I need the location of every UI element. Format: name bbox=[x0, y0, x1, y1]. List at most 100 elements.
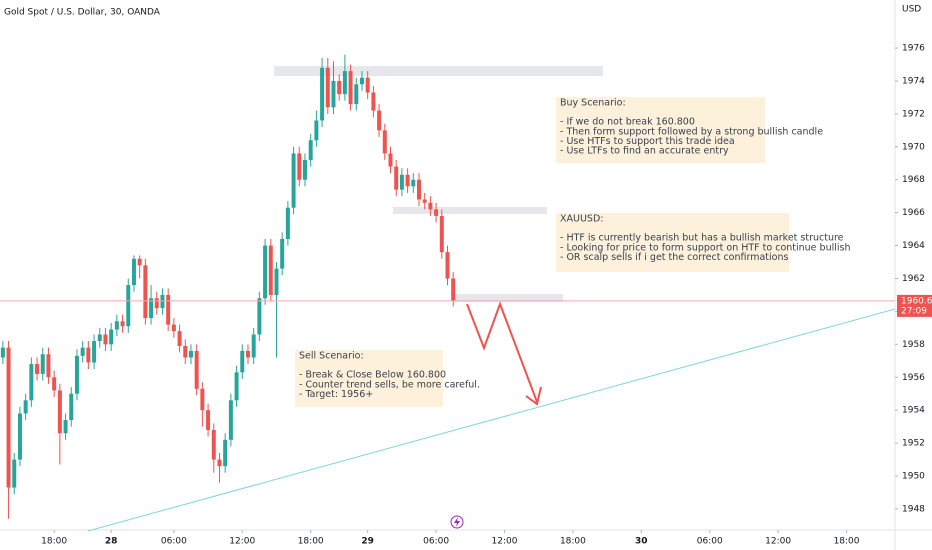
y-tick-label: 1956 bbox=[902, 373, 925, 383]
candle-body bbox=[92, 341, 97, 363]
candle-body bbox=[417, 179, 421, 200]
y-tick-label: 1976 bbox=[902, 44, 925, 54]
annotation-line: - Break & Close Below 160.800 bbox=[299, 370, 446, 381]
zone bbox=[274, 66, 603, 76]
candle-body bbox=[234, 372, 239, 401]
candle-body bbox=[103, 334, 108, 345]
candle-body bbox=[371, 92, 376, 111]
candle-body bbox=[280, 238, 285, 269]
candle-body bbox=[388, 153, 393, 167]
annotation-line: - HTF is currently bearish but has a bul… bbox=[560, 233, 844, 244]
candle-body bbox=[23, 400, 28, 414]
candle-body bbox=[131, 258, 136, 286]
annotation-line: - Then form support followed by a strong… bbox=[560, 126, 823, 137]
annotation-line: - If we do not break 160.800 bbox=[560, 117, 695, 128]
candle-body bbox=[428, 202, 433, 210]
x-tick-label: 06:00 bbox=[697, 537, 723, 547]
y-tick-label: 1948 bbox=[902, 504, 925, 514]
candle-body bbox=[320, 67, 325, 121]
candle-body bbox=[114, 321, 119, 330]
candle-body bbox=[211, 429, 216, 460]
candle-body bbox=[245, 350, 250, 358]
candle-body bbox=[188, 350, 193, 358]
candle-body bbox=[0, 347, 5, 358]
y-tick-label: 1950 bbox=[902, 472, 925, 482]
candle-body bbox=[120, 321, 125, 327]
candle-body bbox=[80, 347, 85, 356]
candle-body bbox=[29, 364, 34, 401]
candle-body bbox=[137, 258, 142, 266]
candle-body bbox=[57, 390, 62, 434]
candle-body bbox=[46, 354, 51, 378]
candle-body bbox=[297, 153, 302, 180]
annotation-line: XAUUSD: bbox=[560, 214, 603, 225]
candle-body bbox=[63, 420, 68, 434]
zone bbox=[393, 207, 547, 214]
candle-body bbox=[325, 67, 330, 108]
candle-body bbox=[240, 350, 245, 373]
x-tick-label: 12:00 bbox=[765, 537, 791, 547]
candle-body bbox=[12, 459, 17, 488]
annotation-box bbox=[556, 97, 765, 163]
trend-line bbox=[87, 308, 896, 532]
candle-body bbox=[160, 294, 165, 309]
candle-body bbox=[257, 298, 262, 335]
chart-title: Gold Spot / U.S. Dollar, 30, OANDA bbox=[4, 8, 161, 18]
candle-body bbox=[194, 350, 199, 389]
arrow-head bbox=[525, 386, 542, 406]
zone bbox=[455, 294, 563, 302]
candle-body bbox=[206, 410, 211, 430]
candle-body bbox=[439, 215, 444, 253]
annotation-box bbox=[295, 350, 443, 407]
event-icon[interactable] bbox=[450, 515, 464, 529]
candle-body bbox=[359, 77, 364, 85]
candle-body bbox=[308, 140, 313, 160]
x-tick-label: 30 bbox=[635, 537, 648, 547]
annotation-box bbox=[556, 213, 789, 272]
candle-body bbox=[445, 252, 450, 279]
countdown-label: 27:09 bbox=[901, 306, 927, 316]
annotation-line: Sell Scenario: bbox=[299, 351, 364, 362]
candle-body bbox=[154, 298, 159, 309]
candle-body bbox=[97, 334, 102, 342]
candle-body bbox=[52, 377, 57, 391]
candle-body bbox=[434, 209, 439, 216]
candle-body bbox=[143, 265, 148, 318]
candle-body bbox=[35, 364, 40, 374]
x-tick-label: 12:00 bbox=[229, 537, 255, 547]
x-tick-label: 18:00 bbox=[41, 537, 67, 547]
x-tick-label: 06:00 bbox=[161, 537, 187, 547]
annotation-line: - Target: 1956+ bbox=[299, 389, 373, 400]
y-tick-label: 1964 bbox=[902, 241, 925, 251]
candle-body bbox=[348, 71, 353, 105]
annotation-line: - OR scalp sells if i get the correct co… bbox=[560, 252, 789, 263]
annotation-line: - Use LTFs to find an accurate entry bbox=[560, 146, 729, 157]
candle-body bbox=[411, 179, 416, 187]
candle-body bbox=[228, 400, 233, 440]
price-tag-label: 1960.640 bbox=[901, 296, 932, 306]
x-tick-label: 18:00 bbox=[298, 537, 324, 547]
candle-body bbox=[274, 268, 279, 295]
candle-body bbox=[394, 166, 399, 190]
candle-body bbox=[342, 71, 347, 95]
candle-body bbox=[251, 334, 256, 358]
candle-body bbox=[69, 393, 74, 421]
x-tick-label: 28 bbox=[105, 537, 118, 547]
y-tick-label: 1962 bbox=[902, 274, 925, 284]
currency-label: USD bbox=[902, 5, 921, 15]
event-icon-bolt bbox=[454, 517, 460, 527]
x-tick-label: 06:00 bbox=[423, 537, 449, 547]
candle-body bbox=[40, 354, 45, 374]
candle-body bbox=[382, 130, 387, 154]
candle-body bbox=[183, 345, 188, 358]
candle-body bbox=[6, 347, 11, 488]
annotation: Sell Scenario: - Break & Close Below 160.… bbox=[299, 351, 480, 400]
candle-body bbox=[399, 174, 404, 190]
candle-body bbox=[74, 355, 79, 394]
y-tick-label: 1958 bbox=[902, 340, 925, 350]
candle-body bbox=[354, 84, 359, 105]
candle-body bbox=[268, 245, 273, 295]
candle-body bbox=[217, 459, 222, 467]
y-tick-label: 1954 bbox=[902, 406, 925, 416]
y-tick-label: 1974 bbox=[902, 76, 925, 86]
